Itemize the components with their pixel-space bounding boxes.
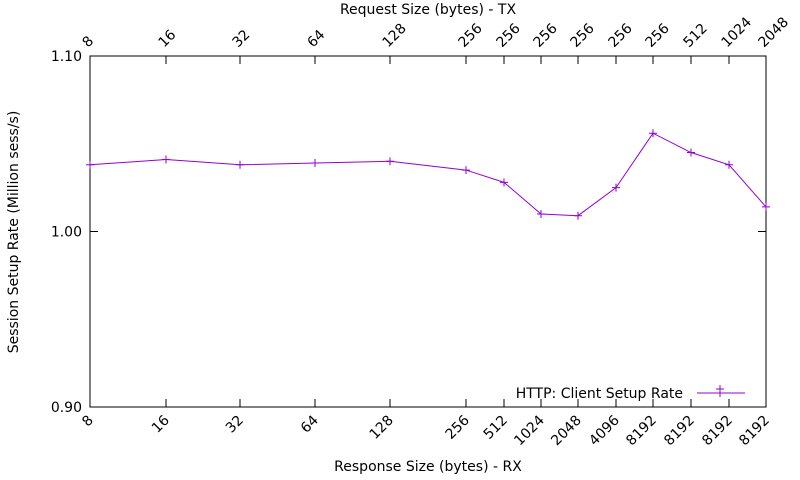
ticks-layer: 0.901.001.108 16 32 64 128 256 512 1024 2048 4096… [51, 14, 792, 449]
x-tick-label: 8192 [661, 413, 698, 450]
x-tick-label: 256 [443, 412, 473, 442]
x2-tick-label: 32 [230, 27, 254, 51]
x2-tick-label: 256 [606, 21, 636, 51]
series-line [89, 132, 767, 217]
x2-tick-label: 256 [568, 21, 598, 51]
y-tick-label: 0.90 [51, 400, 82, 416]
data-point [236, 160, 244, 169]
legend-label: HTTP: Client Setup Rate [516, 386, 683, 402]
data-point [725, 160, 733, 169]
x2-axis-label: Request Size (bytes) - TX [340, 2, 517, 18]
y-tick-label: 1.00 [51, 225, 82, 241]
x2-tick-label: 2048 [756, 14, 793, 51]
x2-tick-label: 256 [494, 21, 524, 51]
x-tick-label: 32 [223, 413, 247, 437]
legend: HTTP: Client Setup Rate [516, 385, 745, 402]
x2-tick-label: 256 [456, 21, 486, 51]
x-tick-label: 2048 [548, 413, 585, 450]
x2-tick-label: 512 [681, 21, 711, 51]
x-tick-label: 16 [149, 412, 173, 436]
data-point [86, 160, 94, 169]
x-tick-label: 4096 [586, 412, 623, 449]
data-point [612, 183, 620, 192]
x-tick-label: 128 [367, 413, 397, 443]
x-tick-label: 1024 [511, 412, 548, 449]
x-tick-label: 8192 [623, 413, 660, 450]
x2-tick-label: 1024 [719, 14, 756, 51]
data-point [537, 209, 545, 218]
x2-tick-label: 256 [643, 21, 673, 51]
data-point [311, 159, 319, 168]
x-tick-label: 8192 [736, 413, 773, 450]
legend-marker [716, 385, 724, 397]
plot-frame [89, 55, 767, 408]
x2-tick-label: 8 [80, 33, 98, 51]
data-point [162, 155, 170, 164]
x2-tick-label: 64 [305, 27, 329, 51]
y-axis-label: Session Setup Rate (Million sess/s) [6, 111, 22, 354]
data-point [462, 166, 470, 175]
data-point [500, 178, 508, 187]
x2-tick-label: 128 [380, 21, 410, 51]
x-tick-label: 64 [298, 412, 322, 436]
data-point [687, 148, 695, 157]
x2-tick-label: 16 [156, 27, 180, 51]
data-point [649, 129, 657, 138]
x-axis-label: Response Size (bytes) - RX [334, 459, 522, 475]
x2-tick-label: 256 [531, 21, 561, 51]
x-tick-label: 512 [481, 413, 511, 443]
y-tick-label: 1.10 [51, 49, 82, 65]
data-point [762, 202, 770, 211]
data-point [574, 211, 582, 220]
data-point [386, 157, 394, 166]
series-layer [86, 129, 770, 220]
x-tick-label: 8192 [699, 413, 736, 450]
x-tick-label: 8 [79, 413, 97, 431]
